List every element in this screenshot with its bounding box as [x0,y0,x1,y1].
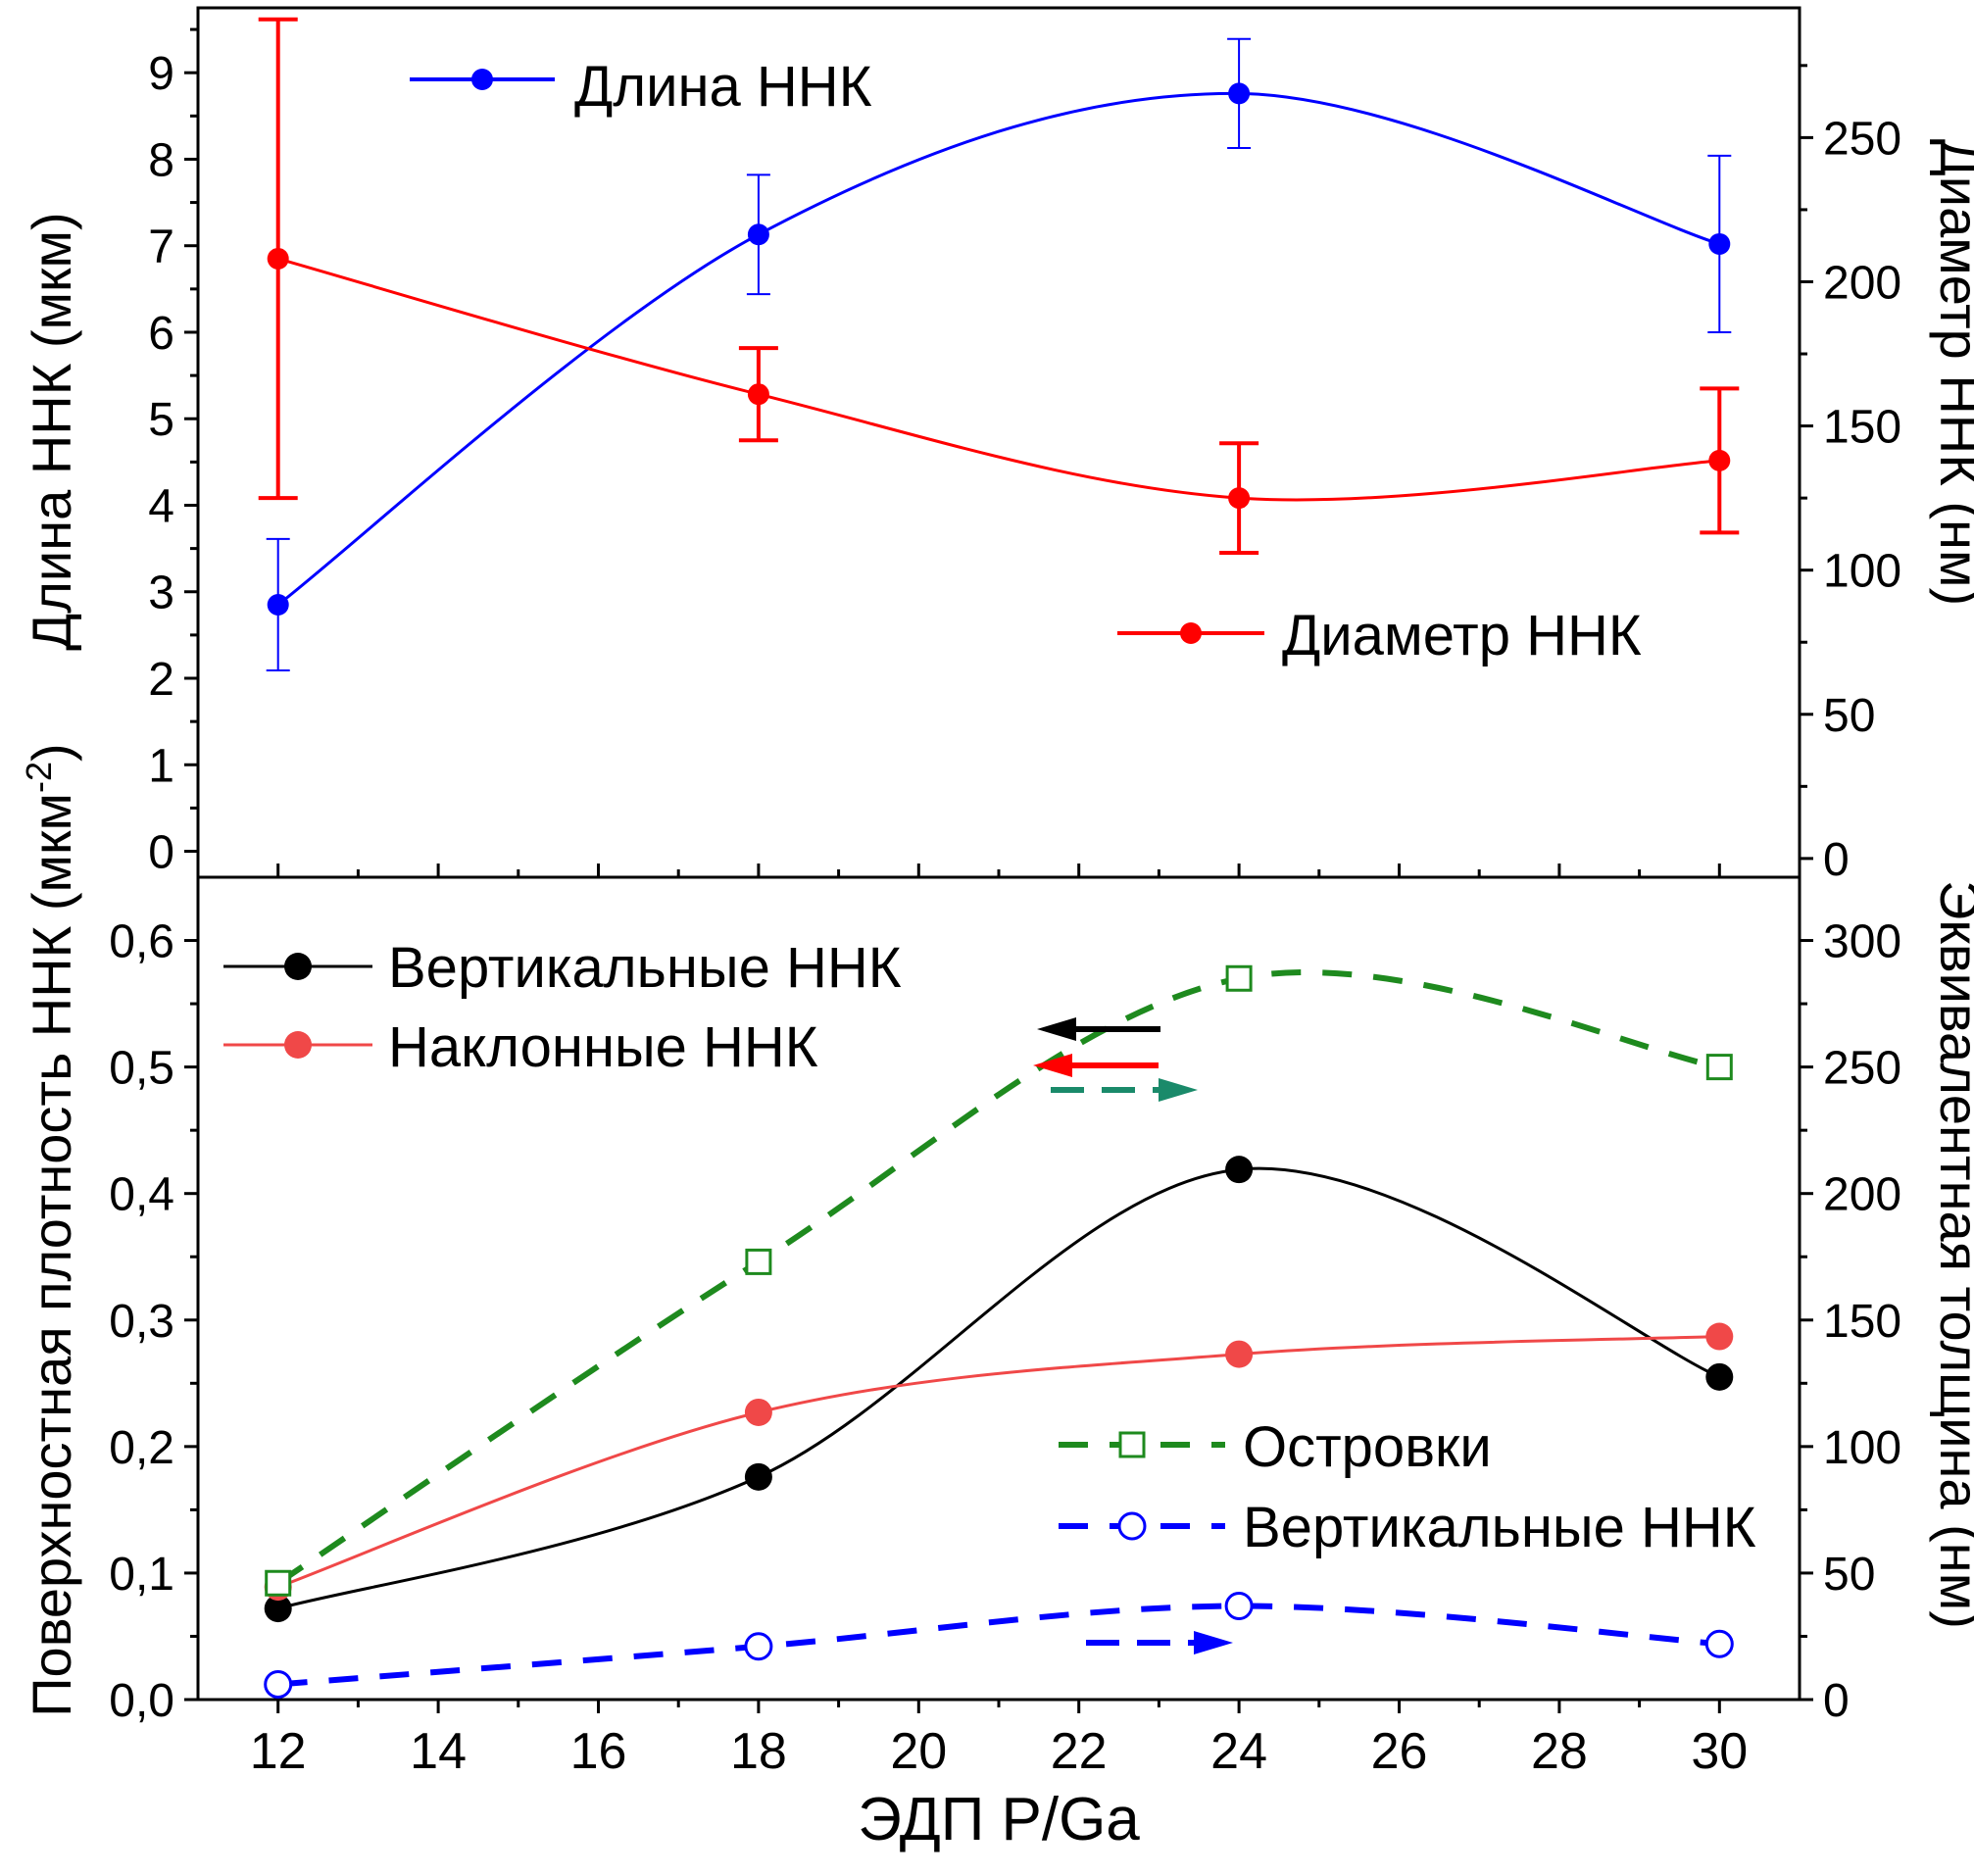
right-tick-label: 50 [1823,1549,1875,1601]
plot-frame [196,6,1801,879]
left-tick-label: 0,1 [109,1549,174,1601]
data-point [1705,1362,1734,1391]
data-point [1225,1156,1254,1184]
x-tick-label: 12 [250,1723,307,1780]
data-point [267,247,289,270]
left-tick-label: 8 [148,134,174,186]
right-tick-label: 100 [1823,1422,1901,1474]
left-tick-label: 0,4 [109,1169,174,1221]
left-tick-label: 5 [148,394,174,446]
x-tick-label: 26 [1371,1723,1428,1780]
data-point [264,1595,292,1623]
right-tick-label: 100 [1823,546,1901,598]
legend-marker [1180,622,1202,644]
data-point [1705,1322,1734,1351]
data-point [1708,232,1731,255]
left-tick-label: 0,0 [109,1675,174,1727]
right-tick-label: 300 [1823,916,1901,968]
y2-axis-title: Эквивалентная толщина (нм) [1929,880,1974,1629]
x-tick-label: 16 [570,1723,627,1780]
left-tick-label: 0,5 [109,1043,174,1095]
x-tick-label: 30 [1691,1723,1748,1780]
data-point [265,1569,292,1597]
x-tick-label: 22 [1051,1723,1108,1780]
right-tick-label: 0 [1823,834,1850,886]
legend-label: Островки [1243,1415,1492,1479]
arrow-head [1037,1017,1076,1041]
data-point [1708,449,1731,471]
left-tick-label: 3 [148,568,174,619]
data-point [1225,964,1253,992]
data-point [1224,1591,1254,1620]
series-line [277,1335,1720,1589]
left-tick-label: 9 [148,48,174,100]
x-tick-label: 24 [1210,1723,1267,1780]
series-line [277,1166,1720,1610]
y-axis-title-sup: -2 [19,762,59,793]
left-tick-label: 6 [148,308,174,360]
left-tick-label: 0,6 [109,916,174,968]
data-point [747,223,769,246]
right-tick-label: 200 [1823,1169,1901,1221]
legend-marker [471,69,493,90]
x-tick-label: 28 [1531,1723,1588,1780]
data-point [747,383,769,406]
legend-label: Длина ННК [574,55,872,119]
y-axis-title-main: Поверхностная плотность ННК (мкм [21,793,82,1717]
legend-label: Вертикальные ННК [388,936,902,1000]
legend-marker [1118,1431,1146,1458]
data-point [1228,487,1251,510]
series-line [277,1603,1720,1688]
x-axis-title: ЭДП P/Ga [858,1786,1140,1853]
series-line [277,257,1720,502]
x-tick-label: 14 [410,1723,467,1780]
y-axis-title: Поверхностная плотность ННК (мкм-2) [19,743,82,1716]
data-point [744,1462,772,1491]
left-tick-label: 7 [148,222,174,273]
data-point [1705,1054,1733,1081]
data-point [267,593,289,616]
series-line [276,969,1720,1586]
left-tick-label: 2 [148,654,174,706]
data-point [744,1398,772,1426]
right-tick-label: 250 [1823,113,1901,165]
plot-frame [196,875,1801,1702]
arrow-head [1159,1078,1198,1102]
top-panel: 0 1 2 3 4 5 6 7 8 9 0 50 100 150 200 250 Длина ННК Диамет… [21,6,1974,886]
legend-marker [284,953,312,980]
data-point [1225,1340,1254,1368]
right-tick-label: 0 [1823,1675,1850,1727]
left-tick-label: 0 [148,827,174,879]
left-tick-label: 1 [148,740,174,792]
right-tick-label: 150 [1823,402,1901,454]
legend-marker [1117,1511,1147,1541]
y2-axis-title: Диаметр ННК (нм) [1929,139,1974,606]
data-point [1228,82,1251,105]
arrow-head [1194,1631,1233,1654]
data-point [1704,1629,1734,1658]
series-line [276,91,1720,607]
legend-label: Вертикальные ННК [1243,1496,1756,1559]
right-tick-label: 150 [1823,1296,1901,1348]
data-point [745,1248,772,1275]
arrow-head [1033,1054,1072,1077]
bottom-panel: 0,00,10,20,30,40,50,60501001502002503001… [19,743,1974,1853]
legend-label: Диаметр ННК [1282,604,1642,667]
data-point [744,1632,773,1661]
right-tick-label: 200 [1823,257,1901,309]
legend-marker [284,1031,312,1059]
x-tick-label: 20 [890,1723,947,1780]
x-tick-label: 18 [730,1723,787,1780]
y-axis-title-end: ) [21,743,82,762]
left-tick-label: 4 [148,480,174,532]
data-point [264,1670,293,1700]
right-tick-label: 50 [1823,690,1875,742]
legend-label: Наклонные ННК [388,1015,818,1079]
right-tick-label: 250 [1823,1043,1901,1095]
y-axis-title: Длина ННК (мкм) [21,212,82,650]
left-tick-label: 0,3 [109,1296,174,1348]
left-tick-label: 0,2 [109,1422,174,1474]
